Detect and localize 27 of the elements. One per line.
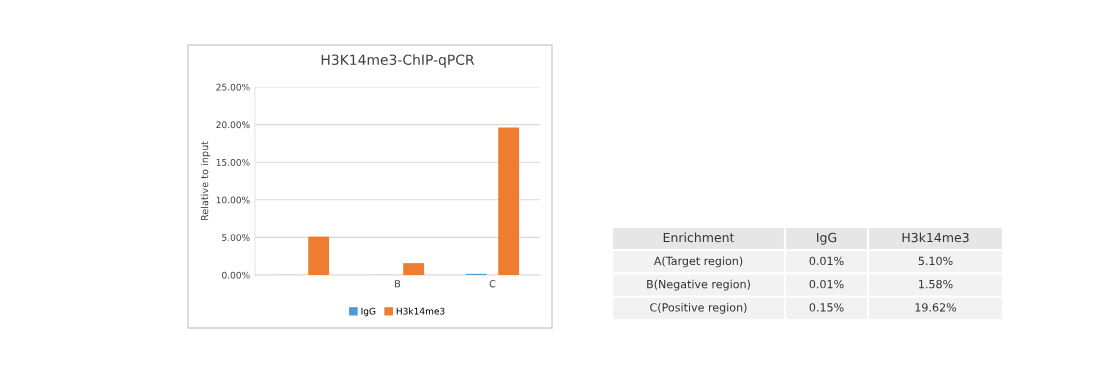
bar: [498, 127, 520, 275]
text: 0.01%: [809, 279, 844, 289]
y-tick-label: 0.00%: [222, 271, 250, 279]
text: H3k14me3: [902, 232, 969, 243]
text: 0.15%: [809, 303, 844, 312]
legend-label: H3k14me3: [396, 307, 445, 315]
bar: [308, 236, 330, 275]
x-tick-label: B: [395, 280, 401, 288]
y-axis-title: Relative to input: [200, 141, 211, 221]
text: 0.01%: [809, 256, 844, 266]
chart-title: H3K14me3-ChIP-qPCR: [321, 54, 475, 68]
legend-label: IgG: [361, 307, 376, 317]
text: Enrichment: [663, 232, 735, 243]
y-tick-label: 10.00%: [216, 196, 250, 204]
text: C(Positive region): [650, 303, 747, 314]
bar: [403, 263, 425, 275]
text: 19.62%: [915, 303, 957, 312]
text: IgG: [817, 232, 837, 245]
text: A(Target region): [653, 256, 743, 268]
y-tick-label: 5.00%: [222, 234, 250, 241]
y-tick-label: 20.00%: [216, 121, 250, 129]
y-tick-label: 25.00%: [216, 83, 250, 91]
text: B(Negative region): [647, 279, 750, 291]
text: 1.58%: [919, 279, 953, 289]
y-tick-label: 15.00%: [216, 158, 250, 166]
text: 5.10%: [918, 256, 953, 266]
x-tick-label: C: [489, 280, 496, 288]
